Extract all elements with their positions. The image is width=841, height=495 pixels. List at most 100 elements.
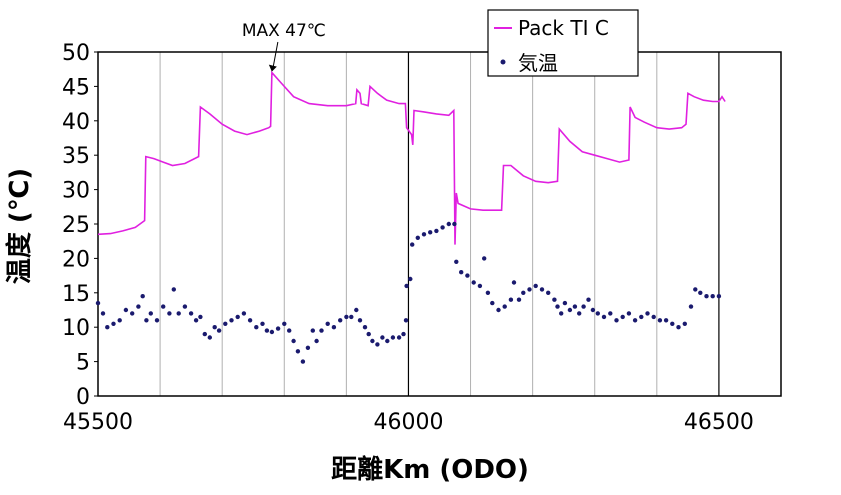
- data-point-ambient: [434, 228, 439, 234]
- data-point-ambient: [344, 314, 349, 320]
- data-point-ambient: [663, 318, 669, 323]
- data-point-ambient: [314, 338, 319, 344]
- y-tick-label: 45: [62, 75, 90, 100]
- data-point-ambient: [357, 318, 363, 323]
- y-tick-labels: 0 5 10 15 20 25 30 35 40 45 50: [62, 41, 98, 410]
- data-point-ambient: [105, 325, 110, 330]
- data-point-ambient: [415, 235, 420, 240]
- data-point-ambient: [161, 304, 166, 309]
- data-point-ambient: [380, 335, 385, 340]
- data-point-ambient: [117, 318, 122, 323]
- data-point-ambient: [385, 338, 390, 344]
- data-point-ambient: [275, 326, 281, 331]
- data-point-ambient: [154, 318, 160, 323]
- data-point-ambient: [716, 294, 722, 299]
- data-point-ambient: [300, 359, 306, 364]
- y-axis-title: 温度 (℃): [4, 168, 35, 284]
- data-point-ambient: [176, 311, 181, 316]
- data-point-ambient: [614, 318, 619, 323]
- x-tick-label: 46000: [373, 410, 443, 435]
- data-point-ambient: [223, 321, 228, 326]
- legend-marker-ambient: [500, 59, 506, 65]
- x-axis-title: 距離Km (ODO): [331, 454, 529, 485]
- data-point-ambient: [212, 325, 217, 330]
- data-point-ambient: [370, 338, 375, 344]
- data-point-ambient: [620, 314, 625, 320]
- data-point-ambient: [590, 307, 596, 313]
- y-tick-label: 40: [62, 110, 90, 135]
- x-tick-labels: 45500 46000 46500: [63, 410, 754, 435]
- data-point-ambient: [136, 304, 141, 309]
- data-point-ambient: [95, 300, 101, 306]
- data-point-ambient: [626, 311, 632, 316]
- data-point-ambient: [516, 297, 522, 302]
- data-point-ambient: [555, 304, 560, 309]
- data-point-ambient: [533, 283, 538, 289]
- data-point-ambient: [482, 256, 487, 261]
- data-point-ambient: [595, 311, 600, 316]
- legend-box: [487, 9, 639, 77]
- data-point-ambient: [471, 280, 476, 285]
- data-point-ambient: [527, 287, 532, 292]
- data-point-ambient: [325, 321, 330, 326]
- data-point-ambient: [521, 290, 526, 295]
- series-line-pack: [97, 70, 726, 245]
- data-point-ambient: [396, 335, 402, 340]
- data-point-ambient: [511, 280, 517, 285]
- data-point-ambient: [508, 297, 514, 302]
- data-point-ambient: [496, 307, 501, 313]
- data-point-ambient: [366, 331, 371, 337]
- data-point-ambient: [477, 283, 483, 289]
- data-point-ambient: [198, 314, 203, 320]
- data-point-ambient: [216, 328, 222, 333]
- series-layer: [95, 70, 726, 364]
- data-point-ambient: [287, 328, 292, 333]
- data-point-ambient: [260, 321, 265, 326]
- data-point-ambient: [704, 294, 709, 299]
- data-point-ambient: [100, 311, 106, 316]
- data-point-ambient: [586, 297, 591, 302]
- data-point-ambient: [264, 328, 270, 333]
- data-point-ambient: [247, 318, 253, 323]
- y-tick-label: 20: [62, 247, 90, 272]
- y-tick-label: 30: [62, 179, 90, 204]
- data-point-ambient: [421, 232, 427, 237]
- y-tick-label: 50: [62, 41, 90, 66]
- data-point-ambient: [693, 287, 698, 292]
- data-point-ambient: [546, 290, 551, 295]
- data-point-ambient: [354, 307, 359, 313]
- data-point-ambient: [670, 321, 675, 326]
- data-point-ambient: [123, 307, 129, 313]
- data-point-ambient: [539, 287, 545, 292]
- data-point-ambient: [502, 304, 507, 309]
- legend-label-ambient: 気温: [518, 51, 558, 75]
- data-point-ambient: [682, 321, 687, 326]
- data-point-ambient: [632, 318, 638, 323]
- data-point-ambient: [144, 318, 149, 323]
- y-tick-label: 25: [62, 213, 90, 238]
- data-point-ambient: [338, 318, 343, 323]
- plot-frame: [97, 51, 782, 397]
- data-point-ambient: [645, 311, 650, 316]
- legend: Pack TI C 気温: [487, 9, 639, 77]
- data-point-ambient: [254, 325, 259, 330]
- data-point-ambient: [676, 325, 681, 330]
- y-tick-label: 15: [62, 282, 90, 307]
- data-point-ambient: [601, 314, 607, 320]
- data-point-ambient: [446, 221, 451, 227]
- data-point-ambient: [182, 304, 188, 309]
- y-tick-label: 10: [62, 316, 90, 341]
- data-point-ambient: [454, 259, 459, 264]
- annotation-text: MAX 47℃: [242, 21, 326, 41]
- data-point-ambient: [577, 311, 582, 316]
- data-point-ambient: [349, 314, 354, 320]
- data-point-ambient: [490, 300, 495, 306]
- data-point-ambient: [552, 297, 557, 302]
- data-point-ambient: [269, 329, 275, 335]
- data-point-ambient: [562, 300, 568, 306]
- data-point-ambient: [375, 342, 380, 347]
- y-tick-label: 35: [62, 144, 90, 169]
- data-point-ambient: [410, 242, 415, 247]
